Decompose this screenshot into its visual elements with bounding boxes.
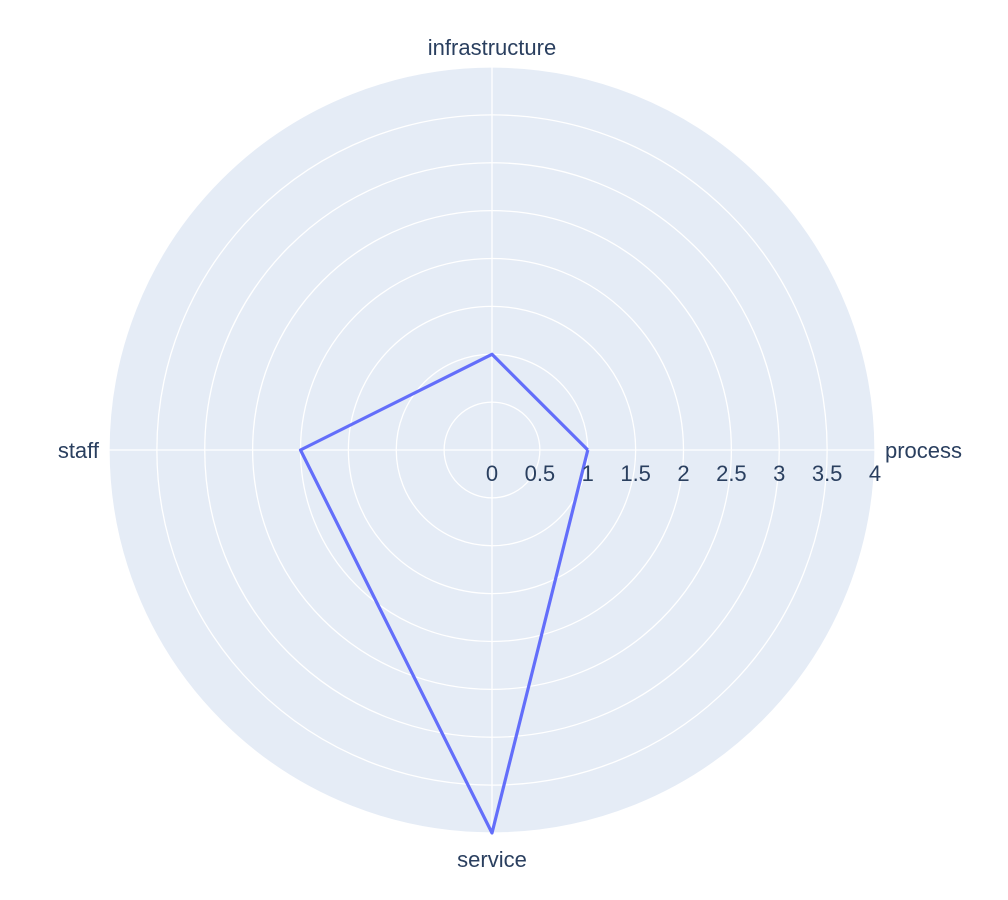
radial-tick-label: 0.5	[525, 461, 556, 486]
category-label-staff: staff	[58, 438, 100, 463]
category-label-infrastructure: infrastructure	[428, 35, 556, 60]
radial-tick-labels: 0 0.5 1 1.5 2 2.5 3 3.5 4	[486, 461, 881, 486]
radial-tick-label: 0	[486, 461, 498, 486]
radial-tick-label: 2.5	[716, 461, 747, 486]
category-label-process: process	[885, 438, 962, 463]
radial-tick-label: 3	[773, 461, 785, 486]
series-layer	[298, 352, 590, 835]
radial-tick-label: 1	[582, 461, 594, 486]
radial-tick-label: 1.5	[620, 461, 651, 486]
category-labels: process service staff infrastructure	[58, 35, 962, 872]
radial-tick-label: 3.5	[812, 461, 843, 486]
category-label-service: service	[457, 847, 527, 872]
radial-tick-label: 4	[869, 461, 881, 486]
radial-tick-label: 2	[677, 461, 689, 486]
